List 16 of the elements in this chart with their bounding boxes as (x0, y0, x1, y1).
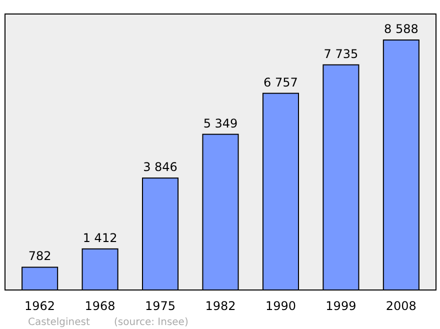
data-label: 5 349 (203, 116, 238, 130)
x-tick-label: 1962 (24, 299, 56, 313)
data-label: 1 412 (82, 230, 118, 245)
x-tick-label: 1968 (84, 299, 116, 313)
x-tick-label: 1982 (205, 299, 236, 313)
x-tick-label: 1999 (326, 299, 356, 313)
text: (source: Insee) (114, 317, 188, 328)
text: Castelginest (28, 317, 90, 328)
data-label: 7 735 (324, 46, 358, 61)
data-label: 6 757 (264, 75, 298, 90)
x-tick-label: 2008 (386, 299, 416, 313)
data-label: 8 588 (384, 22, 418, 36)
x-tick-label: 1975 (145, 299, 176, 313)
data-label: 3 846 (143, 160, 178, 174)
data-label: 782 (28, 249, 52, 264)
x-tick-label: 1990 (265, 299, 296, 313)
